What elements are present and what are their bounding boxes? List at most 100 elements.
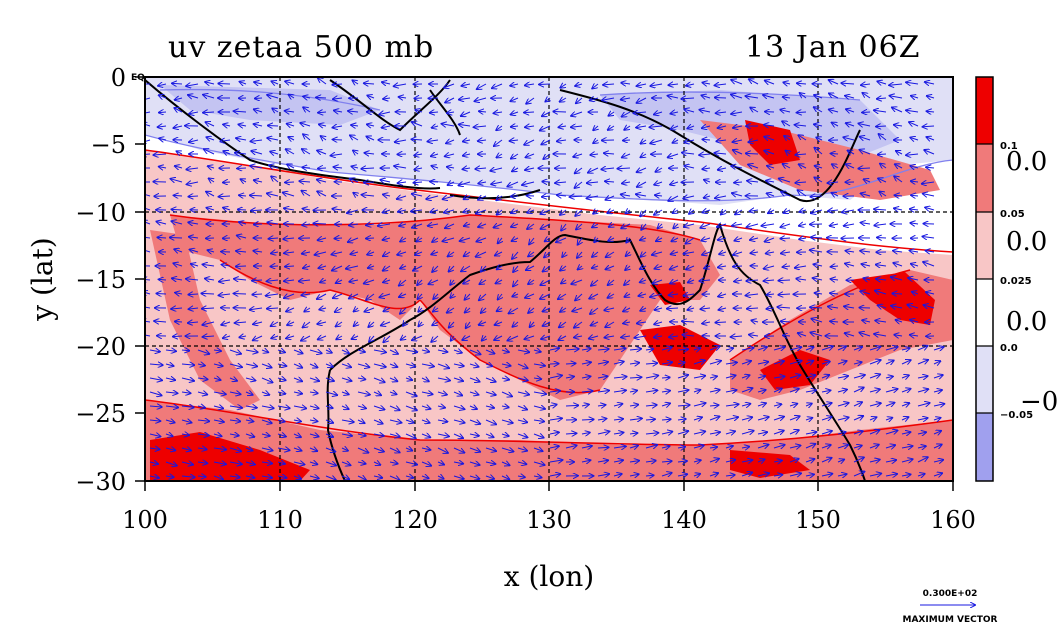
- colorbar-segment: [976, 413, 993, 481]
- wind-vector: [719, 308, 727, 310]
- wind-vector: [299, 280, 311, 281]
- wind-vector: [202, 308, 215, 309]
- wind-vector: [641, 223, 646, 230]
- wind-vector: [841, 83, 855, 84]
- wind-vector: [303, 107, 311, 112]
- wind-vector: [549, 348, 559, 350]
- wind-vector: [254, 109, 263, 112]
- wind-vector: [683, 196, 695, 199]
- wind-vector: [911, 195, 919, 196]
- wind-vector: [511, 126, 519, 127]
- wind-vector: [864, 179, 871, 182]
- wind-vector: [805, 347, 814, 350]
- wind-vector: [267, 138, 279, 140]
- wind-vector: [637, 181, 647, 187]
- wind-vector: [202, 322, 215, 325]
- wind-vector: [593, 126, 598, 130]
- wind-vector: [267, 95, 279, 98]
- wind-vector: [764, 125, 775, 126]
- wind-vector: [783, 164, 791, 168]
- wind-vector: [750, 210, 759, 211]
- wind-vector: [181, 378, 194, 381]
- wind-vector: [349, 280, 359, 282]
- wind-vector: [145, 193, 151, 197]
- wind-vector: [877, 81, 887, 84]
- wind-vector: [581, 362, 591, 364]
- wind-vector: [926, 292, 935, 294]
- wind-vector: [419, 322, 423, 326]
- wind-vector: [351, 252, 359, 254]
- wind-vector: [702, 95, 711, 98]
- wind-vector: [700, 224, 711, 228]
- wind-vector: [814, 107, 823, 113]
- wind-vector: [412, 139, 423, 140]
- wind-vector: [591, 279, 599, 286]
- wind-vector: [658, 224, 662, 228]
- wind-vector: [378, 224, 391, 226]
- wind-vector: [688, 280, 695, 283]
- wind-vector: [613, 348, 626, 350]
- wind-vector: [401, 336, 406, 340]
- wind-vector: [222, 265, 231, 266]
- wind-vector: [731, 112, 743, 114]
- wind-vector: [687, 126, 695, 129]
- wind-vector: [239, 222, 247, 224]
- wind-vector: [923, 194, 935, 196]
- wind-vector: [497, 210, 502, 215]
- wind-vector: [528, 252, 535, 256]
- wind-vector: [450, 280, 454, 285]
- wind-vector: [511, 224, 519, 227]
- wind-vector: [673, 224, 678, 228]
- wind-vector: [149, 350, 160, 352]
- wind-vector: [654, 182, 663, 185]
- wind-vector: [445, 98, 455, 103]
- wind-vector: [145, 206, 151, 210]
- wind-vector: [933, 347, 944, 350]
- wind-vector: [525, 84, 535, 85]
- wind-vector: [910, 251, 919, 252]
- wind-vector: [831, 154, 839, 155]
- wind-vector: [733, 252, 743, 255]
- wind-vector: [334, 167, 343, 168]
- wind-vector: [830, 224, 839, 226]
- wind-vector: [703, 83, 711, 84]
- wind-vector: [601, 168, 615, 169]
- wind-vector: [415, 252, 423, 255]
- wind-vector: [668, 96, 679, 98]
- wind-vector: [927, 111, 935, 112]
- wind-vector: [270, 152, 279, 154]
- wind-vector: [654, 322, 663, 324]
- wind-vector: [540, 210, 551, 214]
- wind-vector: [335, 308, 343, 312]
- wind-vector: [433, 308, 438, 312]
- wind-vector: [560, 210, 567, 215]
- wind-vector: [405, 364, 415, 367]
- wind-vector: [661, 377, 670, 378]
- wind-vector: [412, 224, 423, 228]
- wind-vector: [181, 364, 194, 365]
- wind-vector: [271, 252, 279, 253]
- x-tick-label: 150: [795, 506, 841, 534]
- wind-vector: [381, 322, 391, 326]
- wind-vector: [829, 80, 839, 84]
- wind-vector: [369, 335, 374, 342]
- wind-vector: [277, 378, 286, 380]
- wind-vector: [603, 84, 615, 85]
- wind-vector: [241, 179, 246, 182]
- wind-vector: [682, 153, 695, 154]
- wind-vector: [779, 179, 791, 183]
- wind-vector: [621, 224, 631, 228]
- wind-vector: [367, 252, 375, 255]
- wind-vector: [608, 126, 615, 130]
- wind-vector: [910, 335, 919, 336]
- wind-vector: [524, 139, 535, 145]
- wind-vector: [469, 364, 479, 367]
- wind-vector: [845, 333, 855, 336]
- wind-vector: [590, 98, 599, 100]
- wind-vector: [380, 180, 391, 182]
- wind-vector: [373, 350, 386, 352]
- wind-vector: [746, 294, 759, 296]
- wind-vector: [389, 378, 397, 381]
- wind-vector: [645, 475, 654, 476]
- wind-vector: [525, 336, 535, 339]
